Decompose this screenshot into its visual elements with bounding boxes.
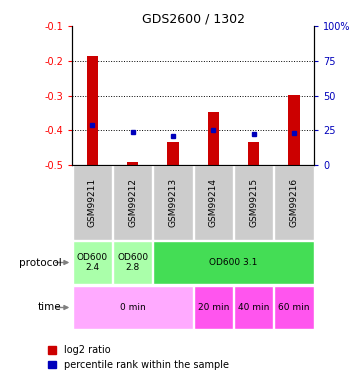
Text: GSM99214: GSM99214 [209,178,218,227]
Text: time: time [38,303,61,312]
Text: 60 min: 60 min [278,303,310,312]
Bar [208,112,219,165]
Bar [168,142,179,165]
Text: 0 min: 0 min [120,303,145,312]
Text: GSM99213: GSM99213 [169,178,178,227]
Text: protocol: protocol [19,258,61,267]
Bar [248,142,259,165]
Legend: log2 ratio, percentile rank within the sample: log2 ratio, percentile rank within the s… [48,345,229,370]
Text: GSM99216: GSM99216 [290,178,299,227]
Title: GDS2600 / 1302: GDS2600 / 1302 [142,12,245,25]
Bar [73,241,112,284]
Bar [113,241,152,284]
Bar [288,95,300,165]
Bar [234,286,273,329]
Bar [153,241,314,284]
Bar [73,286,193,329]
Text: GSM99211: GSM99211 [88,178,97,227]
Bar [274,286,314,329]
Bar [73,165,112,240]
Bar [87,56,98,165]
Bar [274,165,314,240]
Text: 20 min: 20 min [197,303,229,312]
Bar [193,165,233,240]
Bar [153,165,193,240]
Bar [127,162,138,165]
Text: OD600
2.8: OD600 2.8 [117,253,148,272]
Bar [234,165,273,240]
Bar [113,165,152,240]
Text: GSM99215: GSM99215 [249,178,258,227]
Text: GSM99212: GSM99212 [128,178,137,227]
Text: OD600 3.1: OD600 3.1 [209,258,258,267]
Text: 40 min: 40 min [238,303,269,312]
Text: OD600
2.4: OD600 2.4 [77,253,108,272]
Bar [193,286,233,329]
